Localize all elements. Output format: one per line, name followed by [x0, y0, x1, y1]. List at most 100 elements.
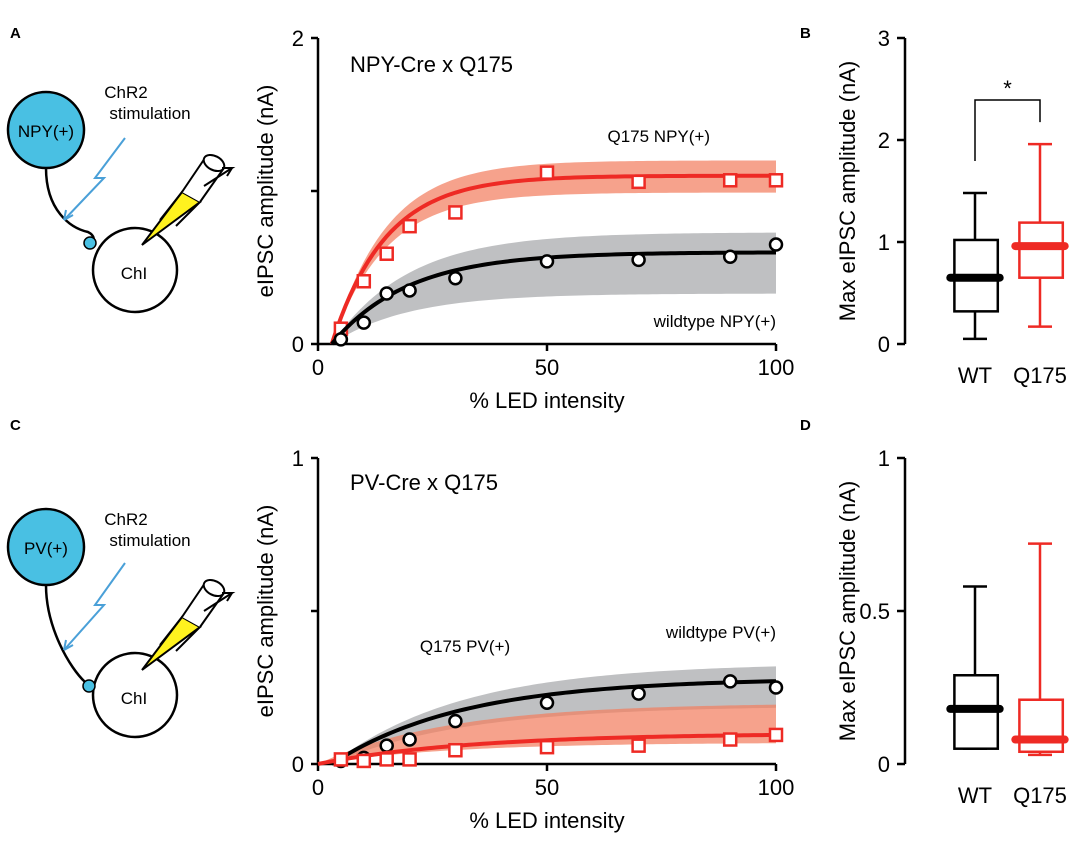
chi-neuron-icon — [91, 226, 179, 314]
npy-neuron-label: NPY(+) — [18, 122, 74, 141]
data-point-square — [768, 173, 784, 188]
data-point-square — [402, 752, 417, 767]
y-axis-label: Max eIPSC amplitude (nA) — [835, 481, 860, 741]
data-point-circle — [379, 286, 394, 301]
category-label: WT — [958, 363, 992, 388]
data-point-square — [722, 173, 738, 188]
significance-star: * — [1003, 76, 1012, 101]
data-point-circle — [448, 713, 463, 729]
stim-label-2: stimulation — [109, 104, 190, 123]
data-point-circle — [333, 332, 349, 347]
y-tick-label: 1 — [878, 446, 890, 471]
data-point-square — [333, 752, 349, 767]
panel-letter-a: A — [10, 25, 21, 42]
data-point-circle — [448, 270, 463, 286]
pv-neuron-label: PV(+) — [24, 539, 68, 558]
x-axis-label: % LED intensity — [469, 388, 624, 413]
y-tick-label: 2 — [292, 26, 304, 51]
chi-neuron-label-c: ChI — [121, 689, 147, 708]
data-point-circle — [631, 252, 646, 268]
data-point-square — [448, 742, 463, 758]
data-point-square — [539, 165, 555, 180]
chart-b: 0 1 2 3 Max eIPSC amplitude (nA) WT Q175 * — [835, 26, 1069, 388]
axon-a — [44, 167, 95, 244]
data-point-circle — [722, 249, 738, 265]
schematic-c: C PV(+) ChI ChR2 stimulation — [6, 417, 236, 739]
series-label: Q175 NPY(+) — [607, 127, 710, 146]
data-point-circle — [768, 680, 784, 695]
y-tick-label: 1 — [878, 230, 890, 255]
significance-bracket — [974, 99, 1041, 161]
y-tick-label: 1 — [292, 446, 304, 471]
y-tick-label: 0 — [292, 752, 304, 777]
box-iqr — [1018, 698, 1065, 754]
series-label: wildtype PV(+) — [665, 623, 776, 642]
data-point-square — [356, 753, 372, 769]
data-point-square — [631, 738, 646, 753]
data-point-square — [448, 205, 463, 220]
light-bolt-icon — [63, 137, 126, 221]
y-tick-label: 0 — [878, 752, 890, 777]
x-tick-label: 50 — [535, 775, 559, 800]
synapse-icon-a — [83, 236, 97, 250]
chi-neuron-icon-c — [91, 651, 179, 739]
panel-letter-c: C — [10, 417, 21, 434]
stim-label-1: ChR2 — [104, 83, 147, 102]
x-axis-label: % LED intensity — [469, 808, 624, 833]
stim-label-2-c: stimulation — [109, 531, 190, 550]
data-point-circle — [379, 738, 394, 753]
x-tick-label: 0 — [312, 355, 324, 380]
x-tick-label: 50 — [535, 355, 559, 380]
data-point-circle — [722, 674, 738, 689]
data-point-circle — [402, 283, 417, 298]
pipette-icon-a — [141, 153, 236, 246]
chart-d: 0 0.5 1 Max eIPSC amplitude (nA) WT Q175 — [835, 446, 1069, 808]
chart-title: PV-Cre x Q175 — [350, 470, 498, 495]
category-label: Q175 — [1013, 783, 1067, 808]
light-arrowhead-icon — [63, 209, 74, 221]
data-point-square — [402, 218, 417, 234]
panel-letter-d: D — [800, 417, 811, 434]
box-iqr — [1018, 221, 1065, 279]
y-tick-label: 3 — [878, 26, 890, 51]
data-point-circle — [631, 686, 646, 701]
panel-letter-b: B — [800, 25, 811, 42]
data-point-circle — [539, 254, 555, 269]
wildtype-error-band — [331, 232, 776, 344]
x-tick-label: 100 — [758, 775, 795, 800]
y-axis-label: eIPSC amplitude (nA) — [253, 505, 278, 718]
data-point-square — [768, 727, 784, 743]
synapse-icon-c — [82, 679, 96, 693]
stim-label-1-c: ChR2 — [104, 510, 147, 529]
y-tick-label: 0 — [292, 332, 304, 357]
chart-c: 0 50 100 0 1 % LED intensity eIPSC amplitude (… — [253, 446, 794, 833]
category-label: Q175 — [1013, 363, 1067, 388]
series-label: wildtype NPY(+) — [653, 312, 776, 331]
data-point-square — [722, 732, 738, 747]
y-axis-label: Max eIPSC amplitude (nA) — [835, 61, 860, 321]
data-point-circle — [539, 695, 555, 711]
x-tick-label: 0 — [312, 775, 324, 800]
data-point-circle — [402, 732, 417, 747]
data-point-circle — [356, 315, 372, 330]
data-point-square — [379, 752, 394, 767]
category-label: WT — [958, 783, 992, 808]
data-point-square — [356, 274, 372, 289]
series-fit-line — [330, 679, 777, 766]
data-point-square — [631, 174, 646, 190]
y-axis-label: eIPSC amplitude (nA) — [253, 85, 278, 298]
pipette-icon-c — [141, 578, 236, 671]
light-arrowhead-icon-c — [63, 639, 74, 651]
chart-a: 0 50 100 0 2 % LED intensity eIPSC amplitude (… — [253, 26, 794, 413]
x-tick-label: 100 — [758, 355, 795, 380]
series-label: Q175 PV(+) — [420, 637, 510, 656]
y-tick-label: 0 — [878, 332, 890, 357]
chi-neuron-label: ChI — [121, 264, 147, 283]
q175-error-band — [331, 160, 776, 344]
data-point-square — [539, 739, 555, 755]
chart-title: NPY-Cre x Q175 — [350, 52, 513, 77]
light-bolt-icon-c — [63, 562, 126, 651]
data-point-circle — [768, 237, 784, 252]
y-tick-label: 2 — [878, 128, 890, 153]
